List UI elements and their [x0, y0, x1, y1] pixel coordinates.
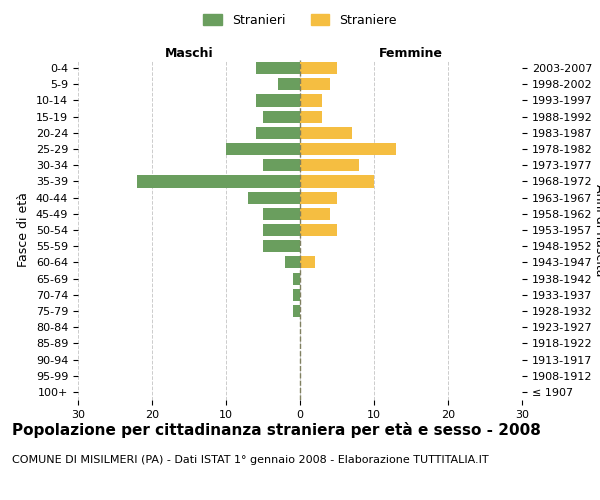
- Bar: [300, 110, 322, 122]
- Bar: [263, 159, 300, 172]
- Bar: [263, 208, 300, 220]
- Bar: [263, 240, 300, 252]
- Bar: [300, 143, 396, 155]
- Text: Maschi: Maschi: [164, 47, 214, 60]
- Bar: [256, 62, 300, 74]
- Bar: [300, 62, 337, 74]
- Y-axis label: Anni di nascita: Anni di nascita: [593, 184, 600, 276]
- Bar: [300, 159, 359, 172]
- Bar: [137, 176, 300, 188]
- Bar: [293, 272, 300, 284]
- Bar: [263, 224, 300, 236]
- Bar: [293, 288, 300, 301]
- Bar: [300, 176, 374, 188]
- Bar: [263, 110, 300, 122]
- Bar: [293, 305, 300, 317]
- Bar: [300, 127, 352, 139]
- Legend: Stranieri, Straniere: Stranieri, Straniere: [203, 14, 397, 26]
- Bar: [285, 256, 300, 268]
- Y-axis label: Fasce di età: Fasce di età: [17, 192, 31, 268]
- Bar: [256, 94, 300, 106]
- Text: COMUNE DI MISILMERI (PA) - Dati ISTAT 1° gennaio 2008 - Elaborazione TUTTITALIA.: COMUNE DI MISILMERI (PA) - Dati ISTAT 1°…: [12, 455, 488, 465]
- Bar: [300, 208, 329, 220]
- Bar: [300, 192, 337, 203]
- Bar: [256, 127, 300, 139]
- Bar: [278, 78, 300, 90]
- Bar: [248, 192, 300, 203]
- Bar: [300, 224, 337, 236]
- Bar: [300, 94, 322, 106]
- Text: Popolazione per cittadinanza straniera per età e sesso - 2008: Popolazione per cittadinanza straniera p…: [12, 422, 541, 438]
- Bar: [300, 78, 329, 90]
- Bar: [226, 143, 300, 155]
- Bar: [300, 256, 315, 268]
- Text: Femmine: Femmine: [379, 47, 443, 60]
